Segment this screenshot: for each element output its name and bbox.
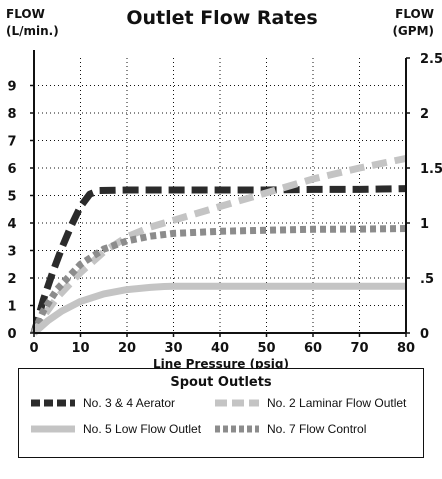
series-lines (30, 154, 407, 336)
y-tick-label: 6 (7, 162, 16, 177)
legend-item-low-flow: No. 5 Low Flow Outlet (31, 422, 201, 436)
chart-title: Outlet Flow Rates (126, 7, 317, 29)
tick-labels: 0 10 20 30 40 50 60 70 80 0 1 2 3 4 5 6 7 8 9 0 .5 1 1.5 2 2.5 (7, 52, 442, 356)
legend-label-low-flow: No. 5 Low Flow Outlet (83, 422, 202, 436)
x-tick-label: 60 (304, 341, 322, 356)
y2-tick-label: 1 (420, 217, 429, 232)
legend-item-flow-control: No. 7 Flow Control (215, 422, 366, 436)
right-axis-unit-line2: (GPM) (392, 24, 434, 38)
axes (30, 50, 410, 337)
x-tick-label: 0 (29, 341, 38, 356)
legend-item-laminar: No. 2 Laminar Flow Outlet (215, 396, 406, 410)
x-axis-label: Line Pressure (psig) (153, 357, 289, 371)
legend-label-flow-control: No. 7 Flow Control (267, 422, 367, 436)
legend-swatch-aerator (31, 399, 75, 407)
series-line-1 (30, 154, 407, 335)
y-tick-label: 7 (7, 135, 16, 150)
outlet-flow-chart: FLOW (L/min.) Outlet Flow Rates FLOW (GP… (6, 7, 442, 371)
y2-tick-label: 2.5 (420, 52, 442, 67)
y-tick-label: 2 (7, 272, 16, 287)
y2-tick-label: 1.5 (420, 162, 442, 177)
y2-tick-label: 0 (420, 327, 429, 342)
left-axis-unit-line1: FLOW (6, 7, 45, 21)
y2-tick-label: 2 (420, 107, 429, 122)
y-tick-label: 0 (7, 327, 16, 342)
y-tick-label: 5 (7, 190, 16, 205)
x-tick-label: 50 (257, 341, 275, 356)
series-line-3 (31, 282, 406, 336)
legend-label-aerator: No. 3 & 4 Aerator (83, 396, 176, 410)
left-axis-unit-line2: (L/min.) (6, 24, 59, 38)
legend-item-aerator: No. 3 & 4 Aerator (31, 396, 175, 410)
x-tick-label: 40 (211, 341, 229, 356)
legend: Spout Outlets No. 3 & 4 Aerator No. 2 La… (18, 368, 424, 458)
legend-label-laminar: No. 2 Laminar Flow Outlet (267, 396, 407, 410)
x-tick-label: 20 (118, 341, 136, 356)
y2-tick-label: .5 (420, 272, 434, 287)
x-tick-label: 30 (164, 341, 182, 356)
x-tick-label: 70 (350, 341, 368, 356)
legend-title: Spout Outlets (170, 375, 272, 390)
y-tick-label: 8 (7, 107, 16, 122)
y-tick-label: 3 (7, 245, 16, 260)
series-line-2 (30, 225, 407, 335)
x-tick-label: 10 (71, 341, 89, 356)
y-tick-label: 9 (7, 80, 16, 95)
legend-swatch-flow-control (215, 425, 259, 433)
right-axis-unit-line1: FLOW (395, 7, 434, 21)
legend-swatch-laminar (215, 399, 259, 407)
y-tick-label: 4 (7, 217, 16, 232)
legend-swatch-low-flow (31, 425, 75, 433)
x-tick-label: 80 (397, 341, 415, 356)
series-line-0 (30, 185, 407, 334)
y-tick-label: 1 (7, 300, 16, 315)
